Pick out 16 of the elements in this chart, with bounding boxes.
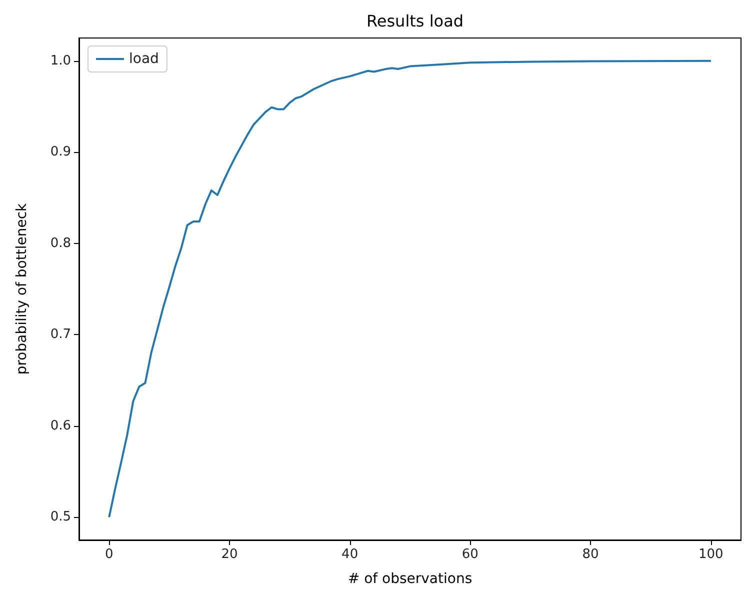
y-tick-label: 0.9 bbox=[50, 144, 71, 160]
y-tick-label: 0.8 bbox=[50, 236, 71, 251]
x-tick-label: 40 bbox=[342, 547, 358, 562]
x-tick-label: 0 bbox=[104, 547, 114, 562]
legend-label: load bbox=[129, 51, 159, 67]
y-tick-label: 0.5 bbox=[50, 510, 71, 525]
y-tick-label: 0.6 bbox=[50, 418, 71, 434]
y-tick-label: 1.0 bbox=[50, 53, 71, 68]
chart-title: Results load bbox=[366, 12, 464, 30]
x-tick-label: 20 bbox=[221, 547, 238, 562]
x-axis-title: # of observations bbox=[348, 571, 472, 587]
x-tick-label: 80 bbox=[582, 547, 599, 562]
y-axis-title: probability of bottleneck bbox=[14, 202, 30, 375]
x-tick-label: 60 bbox=[462, 547, 478, 562]
y-tick-label: 0.7 bbox=[50, 327, 71, 342]
x-tick-label: 100 bbox=[698, 547, 724, 562]
